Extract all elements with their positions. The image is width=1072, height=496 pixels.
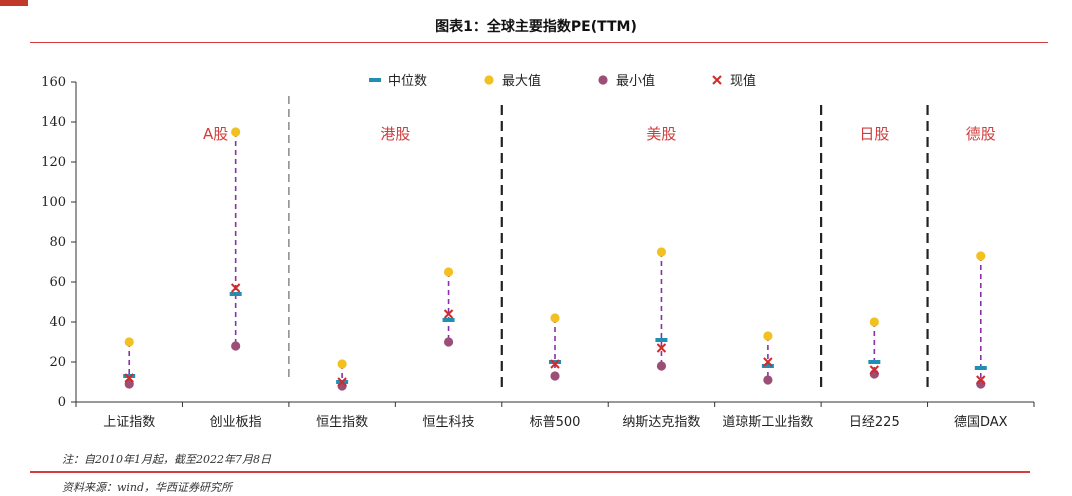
y-tick-label: 160 bbox=[41, 75, 66, 90]
legend-item: 现值 bbox=[712, 73, 756, 89]
x-tick-label: 纳斯达克指数 bbox=[622, 415, 700, 430]
current-point bbox=[976, 375, 986, 385]
median-mark bbox=[974, 366, 987, 370]
legend-item: 中位数 bbox=[369, 74, 427, 89]
max-point bbox=[231, 127, 241, 137]
pe-chart: 0 20 40 60 80 100 120 140 160 中位数 最大值 最小值 现值 A股 港股 美股… bbox=[41, 73, 1035, 430]
current-point bbox=[443, 309, 454, 319]
max-point bbox=[976, 251, 986, 261]
legend: 中位数 最大值 最小值 现值 bbox=[369, 73, 756, 89]
median-mark bbox=[123, 374, 136, 378]
region-label: A股 bbox=[203, 125, 228, 143]
x-tick-label: 道琼斯工业指数 bbox=[722, 415, 813, 430]
region-label: 德股 bbox=[966, 125, 996, 143]
legend-median-swatch bbox=[369, 78, 381, 82]
legend-label: 最小值 bbox=[616, 73, 655, 89]
median-mark bbox=[549, 360, 561, 364]
min-point bbox=[443, 337, 454, 347]
x-tick-label: 标普500 bbox=[530, 415, 581, 430]
current-point bbox=[337, 377, 347, 387]
y-tick-label: 120 bbox=[41, 155, 66, 170]
y-tick-label: 80 bbox=[49, 235, 66, 250]
y-tick-label: 140 bbox=[41, 115, 66, 130]
max-point bbox=[337, 359, 347, 369]
y-tick-label: 100 bbox=[41, 195, 66, 210]
median-mark bbox=[761, 364, 774, 368]
max-point bbox=[763, 331, 773, 341]
region-label: 日股 bbox=[859, 125, 889, 143]
y-tick-label: 60 bbox=[49, 275, 66, 290]
y-tick-label: 40 bbox=[49, 315, 66, 330]
axes: 0 20 40 60 80 100 120 140 160 bbox=[41, 75, 1035, 410]
x-tick-label: 恒生科技 bbox=[423, 415, 475, 430]
region-dividers bbox=[288, 96, 929, 388]
chart-title: 图表1：全球主要指数PE(TTM) bbox=[435, 19, 637, 35]
region-label: 港股 bbox=[380, 125, 410, 143]
source-note: 资料来源：wind，华西证券研究所 bbox=[62, 481, 233, 494]
title-divider bbox=[30, 42, 1048, 43]
max-point bbox=[656, 247, 667, 257]
y-tick-label: 0 bbox=[58, 395, 66, 410]
x-tick-labels: 上证指数 创业板指 恒生指数 恒生科技 标普500 纳斯达克指数 道琼斯工业指数 日经225 德… bbox=[103, 415, 1007, 430]
median-mark bbox=[442, 318, 455, 322]
min-point bbox=[231, 341, 241, 351]
current-cross-stroke bbox=[976, 375, 986, 385]
current-cross-stroke bbox=[712, 75, 722, 85]
median-mark bbox=[655, 338, 668, 342]
legend-min-swatch bbox=[598, 75, 608, 85]
current-point bbox=[656, 343, 667, 353]
legend-max-swatch bbox=[484, 75, 494, 85]
region-labels: A股 港股 美股 日股 德股 bbox=[203, 125, 996, 143]
x-tick-label: 上证指数 bbox=[103, 415, 155, 430]
legend-label: 现值 bbox=[730, 73, 756, 89]
median-mark bbox=[229, 292, 242, 296]
legend-label: 最大值 bbox=[502, 73, 541, 89]
current-cross-stroke bbox=[656, 343, 667, 353]
x-tick-label: 日经225 bbox=[849, 415, 900, 430]
current-cross-stroke bbox=[337, 377, 347, 387]
median-mark bbox=[868, 360, 881, 364]
footer-divider bbox=[30, 471, 1030, 473]
min-point bbox=[763, 375, 773, 385]
current-point bbox=[124, 373, 134, 383]
current-point bbox=[230, 283, 241, 293]
max-point bbox=[443, 267, 454, 277]
region-label: 美股 bbox=[646, 125, 676, 143]
current-cross-stroke bbox=[869, 365, 880, 375]
current-cross-stroke bbox=[763, 357, 773, 367]
footnote: 注：自2010年1月起，截至2022年7月8日 bbox=[62, 453, 271, 466]
legend-item: 最大值 bbox=[484, 73, 541, 89]
max-point bbox=[550, 313, 560, 323]
current-point bbox=[763, 357, 773, 367]
y-tick-label: 20 bbox=[49, 355, 66, 370]
x-tick-label: 创业板指 bbox=[210, 415, 262, 430]
x-tick-label: 德国DAX bbox=[954, 415, 1008, 430]
legend-label: 中位数 bbox=[388, 74, 427, 89]
current-cross-stroke bbox=[230, 283, 241, 293]
current-cross-stroke bbox=[124, 373, 134, 383]
legend-current-swatch bbox=[712, 75, 722, 85]
current-cross-stroke bbox=[550, 359, 560, 369]
current-point bbox=[550, 359, 560, 369]
current-point bbox=[869, 365, 880, 375]
data-points bbox=[123, 127, 987, 391]
corner-accent-mark bbox=[0, 0, 28, 6]
legend-item: 最小值 bbox=[598, 73, 655, 89]
range-lines bbox=[128, 132, 982, 386]
x-tick-label: 恒生指数 bbox=[316, 415, 368, 430]
min-point bbox=[550, 371, 560, 381]
current-cross-stroke bbox=[443, 309, 454, 319]
min-point bbox=[656, 361, 667, 371]
max-point bbox=[869, 317, 879, 327]
max-point bbox=[124, 337, 134, 347]
